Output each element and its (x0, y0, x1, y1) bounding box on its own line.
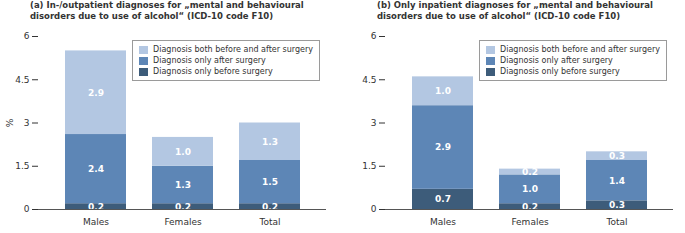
svg-text:0.2: 0.2 (88, 201, 104, 212)
svg-text:Males: Males (430, 217, 456, 227)
html-text:Diagnosis only before surgery: Diagnosis only before surgery (500, 67, 620, 76)
svg-text:1.5: 1.5 (15, 161, 29, 171)
svg-text:0.2: 0.2 (262, 201, 278, 212)
svg-text:3: 3 (371, 118, 377, 128)
svg-text:Females: Females (164, 217, 202, 227)
svg-text:1.4: 1.4 (609, 176, 625, 186)
svg-text:Total: Total (605, 217, 627, 227)
svg-text:1.0: 1.0 (175, 147, 191, 157)
svg-text:6: 6 (371, 31, 377, 41)
html-text:Diagnosis only after surgery: Diagnosis only after surgery (500, 56, 613, 65)
svg-text:0.3: 0.3 (609, 200, 625, 210)
svg-text:0.2: 0.2 (522, 167, 538, 177)
svg-text:1.0: 1.0 (435, 86, 451, 96)
svg-text:0.2: 0.2 (522, 201, 538, 212)
svg-text:2.9: 2.9 (435, 142, 451, 152)
svg-text:0.7: 0.7 (435, 194, 451, 204)
html-text:Diagnosis both before and afte: Diagnosis both before and after surgery (153, 45, 313, 54)
svg-text:1.3: 1.3 (175, 180, 191, 190)
svg-text:1.3: 1.3 (262, 137, 278, 147)
svg-text:1.0: 1.0 (522, 184, 538, 194)
svg-text:1.5: 1.5 (262, 177, 278, 187)
svg-text:%: % (5, 118, 15, 127)
html-text:(a) In-/outpatient diagnoses f: (a) In-/outpatient diagnoses for „mental… (30, 0, 304, 21)
html-text:(b) Only inpatient diagnoses f: (b) Only inpatient diagnoses for „mental… (377, 0, 653, 21)
svg-text:6: 6 (24, 31, 30, 41)
svg-text:1.5: 1.5 (362, 161, 376, 171)
svg-text:Males: Males (83, 217, 109, 227)
svg-text:2.4: 2.4 (88, 164, 104, 174)
svg-text:4.5: 4.5 (15, 75, 29, 85)
svg-text:2.9: 2.9 (88, 88, 104, 98)
html-text:Diagnosis both before and afte: Diagnosis both before and after surgery (500, 45, 660, 54)
svg-text:4.5: 4.5 (362, 75, 376, 85)
svg-text:3: 3 (24, 118, 30, 128)
svg-text:Females: Females (511, 217, 549, 227)
svg-text:0.3: 0.3 (609, 151, 625, 161)
svg-text:0.2: 0.2 (175, 201, 191, 212)
html-text:Diagnosis only before surgery: Diagnosis only before surgery (153, 67, 273, 76)
svg-text:0: 0 (371, 204, 377, 214)
svg-text:Total: Total (258, 217, 280, 227)
svg-text:0: 0 (24, 204, 30, 214)
html-text:Diagnosis only after surgery: Diagnosis only after surgery (153, 56, 266, 65)
